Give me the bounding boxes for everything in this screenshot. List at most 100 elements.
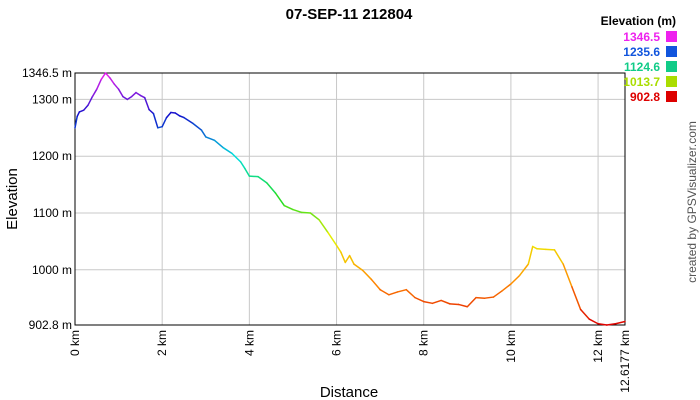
elevation-segment xyxy=(483,296,495,299)
legend-label: 1013.7 xyxy=(623,75,660,89)
elevation-segment xyxy=(606,323,617,326)
elevation-segment xyxy=(139,94,146,99)
y-tick-label: 1346.5 m xyxy=(22,66,72,80)
legend: Elevation (m) 1346.51235.61124.61013.790… xyxy=(601,14,677,104)
elevation-segment xyxy=(348,254,355,265)
elevation-segment xyxy=(300,211,312,214)
elevation-segment xyxy=(614,320,626,325)
elevation-line xyxy=(74,72,626,326)
elevation-segment xyxy=(122,95,129,101)
elevation-segment xyxy=(78,109,85,113)
x-axis-ticks: 0 km 2 km 4 km 6 km 8 km 10 km 12 km 12.6177 km xyxy=(68,330,632,393)
elevation-segment xyxy=(562,263,573,288)
elevation-segment xyxy=(200,129,207,138)
elevation-segment xyxy=(553,249,564,265)
elevation-segment xyxy=(518,263,530,277)
elevation-segment xyxy=(130,91,137,98)
elevation-segment xyxy=(335,244,342,253)
elevation-segment xyxy=(244,167,251,177)
y-tick-label: 1100 m xyxy=(33,206,72,220)
elevation-segment xyxy=(536,248,547,251)
elevation-segment xyxy=(527,245,534,265)
elevation-segment xyxy=(545,248,556,251)
y-tick-label: 1000 m xyxy=(32,263,72,277)
legend-title: Elevation (m) xyxy=(601,14,676,28)
elevation-segment xyxy=(344,254,351,264)
elevation-segment xyxy=(239,161,246,170)
elevation-segment xyxy=(597,323,608,326)
legend-swatch xyxy=(666,46,677,57)
elevation-segment xyxy=(353,263,364,272)
elevation-segment xyxy=(274,192,285,207)
legend-label: 1346.5 xyxy=(623,30,660,44)
legend-label: 1124.6 xyxy=(624,60,660,74)
x-tick-label: 10 km xyxy=(504,330,518,363)
elevation-segment xyxy=(174,112,181,117)
elevation-segment xyxy=(148,108,155,115)
elevation-segment xyxy=(388,291,399,296)
y-tick-label: 1300 m xyxy=(32,92,72,106)
elevation-segment xyxy=(457,303,469,308)
y-tick-label: 1200 m xyxy=(32,149,72,163)
elevation-segment xyxy=(571,286,582,311)
y-axis-ticks: 902.8 m 1000 m 1100 m 1200 m 1300 m 1346.5 m xyxy=(22,66,72,332)
elevation-segment xyxy=(231,152,242,163)
elevation-segment xyxy=(87,95,94,106)
elevation-segment xyxy=(205,136,216,142)
elevation-segment xyxy=(475,296,486,299)
legend-label: 1235.6 xyxy=(623,45,660,59)
elevation-segment xyxy=(492,290,503,298)
legend-swatch xyxy=(666,76,677,87)
elevation-segment xyxy=(161,116,168,128)
elevation-segment xyxy=(531,245,538,250)
x-tick-label: 2 km xyxy=(155,330,169,356)
elevation-segment xyxy=(117,88,124,98)
elevation-segment xyxy=(588,318,599,325)
elevation-segment xyxy=(370,278,381,291)
elevation-segment xyxy=(126,95,133,101)
elevation-segment xyxy=(283,204,294,211)
grid xyxy=(74,72,626,326)
elevation-segment xyxy=(501,283,512,292)
elevation-segment xyxy=(165,111,172,119)
x-tick-label: 12 km xyxy=(591,330,605,363)
elevation-segment xyxy=(579,308,591,320)
elevation-segment xyxy=(104,72,111,79)
elevation-segment xyxy=(440,299,451,305)
elevation-segment xyxy=(82,104,89,111)
elevation-segment xyxy=(340,251,347,264)
elevation-segment xyxy=(466,296,477,308)
x-tick-label: 12.6177 km xyxy=(618,330,632,393)
elevation-segment xyxy=(222,146,233,155)
legend-swatch xyxy=(666,61,677,72)
x-axis-title: Distance xyxy=(320,384,378,400)
elevation-segment xyxy=(449,303,460,306)
y-axis-title: Elevation xyxy=(4,168,21,230)
elevation-segment xyxy=(414,296,425,303)
elevation-segment xyxy=(327,231,338,247)
x-tick-label: 8 km xyxy=(417,330,431,356)
elevation-segment xyxy=(157,125,163,129)
legend-label: 902.8 xyxy=(630,90,660,104)
chart-title: 07-SEP-11 212804 xyxy=(286,6,413,23)
elevation-segment xyxy=(257,175,268,184)
elevation-segment xyxy=(135,91,142,97)
elevation-segment xyxy=(309,212,320,221)
elevation-segment xyxy=(213,139,224,149)
elevation-segment xyxy=(109,77,115,85)
elevation-segment xyxy=(510,274,521,285)
elevation-segment xyxy=(379,288,390,296)
x-tick-label: 4 km xyxy=(242,330,256,356)
elevation-segment xyxy=(361,269,373,281)
y-tick-label: 902.8 m xyxy=(29,318,72,332)
elevation-segment xyxy=(248,175,259,178)
elevation-segment xyxy=(396,288,408,293)
elevation-segment xyxy=(152,112,159,129)
elevation-segment xyxy=(91,88,98,98)
credit-text: created by GPSVisualizer.com xyxy=(685,121,699,283)
legend-swatch xyxy=(666,31,677,42)
elevation-segment xyxy=(431,299,442,305)
x-tick-label: 6 km xyxy=(330,330,344,356)
x-tick-label: 0 km xyxy=(68,330,82,356)
